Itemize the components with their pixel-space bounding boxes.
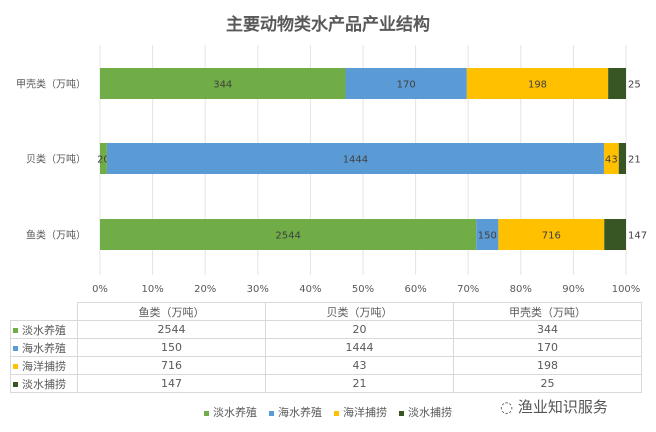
data-label: 43 bbox=[605, 155, 618, 166]
legend-key-icon bbox=[399, 410, 404, 416]
legend-key-icon bbox=[269, 410, 274, 416]
table-cell: 20 bbox=[265, 320, 454, 339]
table-row-label: 淡水养殖 bbox=[10, 320, 78, 339]
table-cell: 21 bbox=[265, 374, 454, 393]
data-label: 20 bbox=[97, 155, 110, 166]
legend-key-icon bbox=[13, 346, 18, 351]
data-label: 198 bbox=[528, 80, 547, 91]
x-tick-label: 60% bbox=[404, 284, 426, 295]
y-category-label: 鱼类（万吨） bbox=[26, 229, 86, 242]
legend-item: 海水养殖 bbox=[269, 406, 322, 419]
bar-segment bbox=[604, 219, 626, 250]
x-tick-label: 50% bbox=[352, 284, 374, 295]
table-row: 海水养殖 150 1444 170 bbox=[10, 338, 642, 357]
bar-segment bbox=[100, 219, 477, 250]
data-label: 21 bbox=[628, 155, 641, 166]
table-cell: 150 bbox=[77, 338, 266, 357]
table-row-label: 海水养殖 bbox=[10, 338, 78, 357]
bar-segment bbox=[608, 68, 626, 99]
watermark: ◌ 渔业知识服务 bbox=[500, 398, 608, 416]
x-tick-label: 70% bbox=[457, 284, 479, 295]
table-cell: 1444 bbox=[265, 338, 454, 357]
table-cell: 2544 bbox=[77, 320, 266, 339]
y-category-label: 甲壳类（万吨） bbox=[16, 78, 86, 91]
data-label: 25 bbox=[628, 80, 641, 91]
table-cell: 198 bbox=[453, 356, 642, 375]
legend-key-icon bbox=[13, 328, 18, 333]
legend-key-icon bbox=[334, 410, 339, 416]
x-tick-label: 40% bbox=[299, 284, 321, 295]
table-cell: 147 bbox=[77, 374, 266, 393]
y-category-label: 贝类（万吨） bbox=[26, 153, 86, 166]
bar-segment bbox=[100, 68, 346, 99]
table-row: 海洋捕捞 716 43 198 bbox=[10, 356, 642, 375]
table-header: 鱼类（万吨） bbox=[77, 302, 266, 321]
legend: 淡水养殖 海水养殖 海洋捕捞 淡水捕捞 bbox=[0, 404, 656, 420]
bar-segment bbox=[345, 68, 467, 99]
x-tick-label: 10% bbox=[141, 284, 163, 295]
table-cell: 716 bbox=[77, 356, 266, 375]
bar-segment bbox=[618, 143, 626, 174]
data-label: 716 bbox=[542, 231, 561, 242]
table-cell: 170 bbox=[453, 338, 642, 357]
table-row-label: 海洋捕捞 bbox=[10, 356, 78, 375]
data-table: 鱼类（万吨） 贝类（万吨） 甲壳类（万吨） 淡水养殖 2544 20 344 海水养殖 150 1… bbox=[10, 302, 642, 393]
chart-title: 主要动物类水产品产业结构 bbox=[226, 15, 430, 35]
table-header: 甲壳类（万吨） bbox=[453, 302, 642, 321]
legend-item: 淡水捕捞 bbox=[399, 406, 452, 419]
table-cell: 344 bbox=[453, 320, 642, 339]
data-label: 147 bbox=[628, 231, 647, 242]
x-tick-label: 30% bbox=[247, 284, 269, 295]
data-label: 170 bbox=[397, 80, 416, 91]
table-row: 淡水养殖 2544 20 344 bbox=[10, 320, 642, 339]
table-corner bbox=[10, 302, 78, 321]
data-label: 1444 bbox=[343, 155, 368, 166]
plot-area: 0% 10% 20% 30% 40% 50% 60% 70% 80% 90% 100% 甲壳类（万吨）… bbox=[16, 45, 647, 295]
bar-segment bbox=[476, 219, 499, 250]
legend-item: 海洋捕捞 bbox=[334, 406, 387, 419]
data-label: 2544 bbox=[275, 231, 300, 242]
legend-key-icon bbox=[13, 364, 18, 369]
table-cell: 43 bbox=[265, 356, 454, 375]
x-tick-label: 20% bbox=[194, 284, 216, 295]
bar-segment bbox=[106, 143, 604, 174]
x-tick-label: 100% bbox=[612, 284, 641, 295]
bar-segment bbox=[100, 143, 107, 174]
wechat-icon: ◌ bbox=[500, 398, 518, 416]
data-label: 344 bbox=[213, 80, 232, 91]
table-row-label: 淡水捕捞 bbox=[10, 374, 78, 393]
table-row: 淡水捕捞 147 21 25 bbox=[10, 374, 642, 393]
table-header: 贝类（万吨） bbox=[265, 302, 454, 321]
data-label: 150 bbox=[478, 231, 497, 242]
x-tick-label: 90% bbox=[562, 284, 584, 295]
bar-segment bbox=[603, 143, 619, 174]
bar-segment bbox=[466, 68, 609, 99]
legend-key-icon bbox=[204, 410, 209, 416]
legend-item: 淡水养殖 bbox=[204, 406, 257, 419]
legend-key-icon bbox=[13, 382, 18, 387]
x-tick-label: 0% bbox=[92, 284, 108, 295]
bar-segment bbox=[498, 219, 605, 250]
table-cell: 25 bbox=[453, 374, 642, 393]
x-tick-label: 80% bbox=[510, 284, 532, 295]
